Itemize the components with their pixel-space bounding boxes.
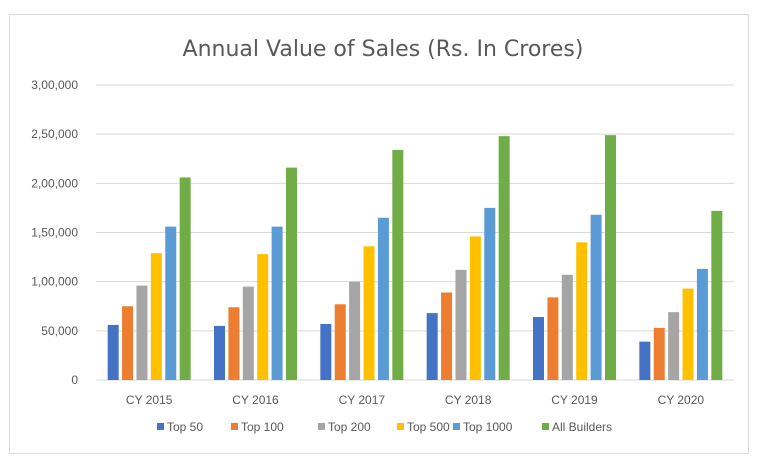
bar-top-100-cy-2018: [441, 292, 453, 380]
x-tick-label: CY 2019: [551, 393, 598, 407]
bar-all-builders-cy-2015: [179, 177, 191, 380]
bar-top-1000-cy-2019: [590, 214, 602, 380]
chart-svg: Annual Value of Sales (Rs. In Crores) 0 5…: [31, 37, 734, 434]
gridlines: [96, 84, 734, 381]
bar-top-100-cy-2020: [653, 327, 665, 380]
bar-top-100-cy-2016: [228, 307, 240, 380]
chart-frame: Annual Value of Sales (Rs. In Crores) 0 5…: [9, 14, 749, 454]
legend-swatch: [397, 423, 404, 430]
bar-top-200-cy-2015: [136, 285, 148, 380]
legend-swatch: [231, 423, 238, 430]
bar-all-builders-cy-2019: [605, 135, 616, 380]
bar-all-builders-cy-2020: [711, 210, 723, 380]
bar-top-1000-cy-2017: [377, 217, 389, 380]
legend-label: All Builders: [552, 420, 612, 434]
bar-all-builders-cy-2018: [498, 136, 510, 380]
x-tick-label: CY 2017: [339, 393, 386, 407]
bar-top-50-cy-2015: [107, 324, 119, 380]
bar-top-500-cy-2015: [150, 253, 162, 380]
bar-top-200-cy-2020: [668, 312, 680, 380]
bar-top-200-cy-2019: [561, 274, 573, 380]
bar-top-200-cy-2017: [349, 281, 361, 380]
bar-top-500-cy-2016: [257, 254, 269, 380]
legend-label: Top 500: [407, 420, 450, 434]
y-axis-tick-labels: 0 50,000 1,00,000 1,50,000 2,00,000 2,50,000 3…: [31, 78, 78, 387]
bar-top-1000-cy-2016: [271, 226, 283, 380]
bar-top-50-cy-2018: [426, 313, 438, 380]
y-tick-label: 1,00,000: [31, 275, 78, 289]
y-tick-label: 2,50,000: [31, 127, 78, 141]
chart-title: Annual Value of Sales (Rs. In Crores): [183, 37, 584, 62]
bar-top-100-cy-2017: [334, 304, 346, 380]
y-tick-label: 0: [71, 373, 78, 387]
legend-label: Top 1000: [463, 420, 513, 434]
legend: Top 50 Top 100 Top 200 Top 500 Top 1000 All B…: [157, 420, 612, 434]
x-tick-label: CY 2018: [445, 393, 492, 407]
bar-top-50-cy-2020: [639, 341, 651, 380]
legend-swatch: [453, 423, 460, 430]
x-tick-label: CY 2016: [232, 393, 279, 407]
bar-top-100-cy-2015: [122, 306, 134, 380]
bar-top-50-cy-2019: [533, 317, 544, 380]
bar-top-1000-cy-2015: [165, 226, 177, 380]
bar-top-1000-cy-2020: [696, 268, 708, 380]
bars: [107, 135, 723, 380]
legend-swatch: [157, 423, 164, 430]
y-tick-label: 2,00,000: [31, 176, 78, 190]
x-axis-tick-labels: CY 2015 CY 2016 CY 2017 CY 2018 CY 2019 CY 20…: [126, 393, 704, 407]
bar-top-200-cy-2016: [242, 286, 254, 380]
legend-label: Top 200: [328, 420, 371, 434]
bar-top-500-cy-2019: [576, 242, 588, 380]
legend-swatch: [542, 423, 549, 430]
y-tick-label: 3,00,000: [31, 78, 78, 92]
x-tick-label: CY 2020: [658, 393, 705, 407]
bar-top-500-cy-2017: [363, 246, 375, 380]
bar-top-1000-cy-2018: [484, 207, 496, 380]
bar-top-50-cy-2016: [214, 325, 225, 380]
x-tick-label: CY 2015: [126, 393, 173, 407]
bar-all-builders-cy-2016: [286, 167, 297, 380]
legend-label: Top 100: [241, 420, 284, 434]
y-tick-label: 1,50,000: [31, 226, 78, 240]
bar-all-builders-cy-2017: [392, 149, 404, 380]
bar-top-100-cy-2019: [547, 297, 559, 380]
bar-top-500-cy-2020: [682, 288, 694, 380]
legend-label: Top 50: [167, 420, 203, 434]
legend-swatch: [318, 423, 325, 430]
bar-top-200-cy-2018: [455, 269, 467, 380]
bar-top-500-cy-2018: [469, 236, 481, 380]
bar-top-50-cy-2017: [320, 323, 332, 380]
y-tick-label: 50,000: [41, 324, 78, 338]
